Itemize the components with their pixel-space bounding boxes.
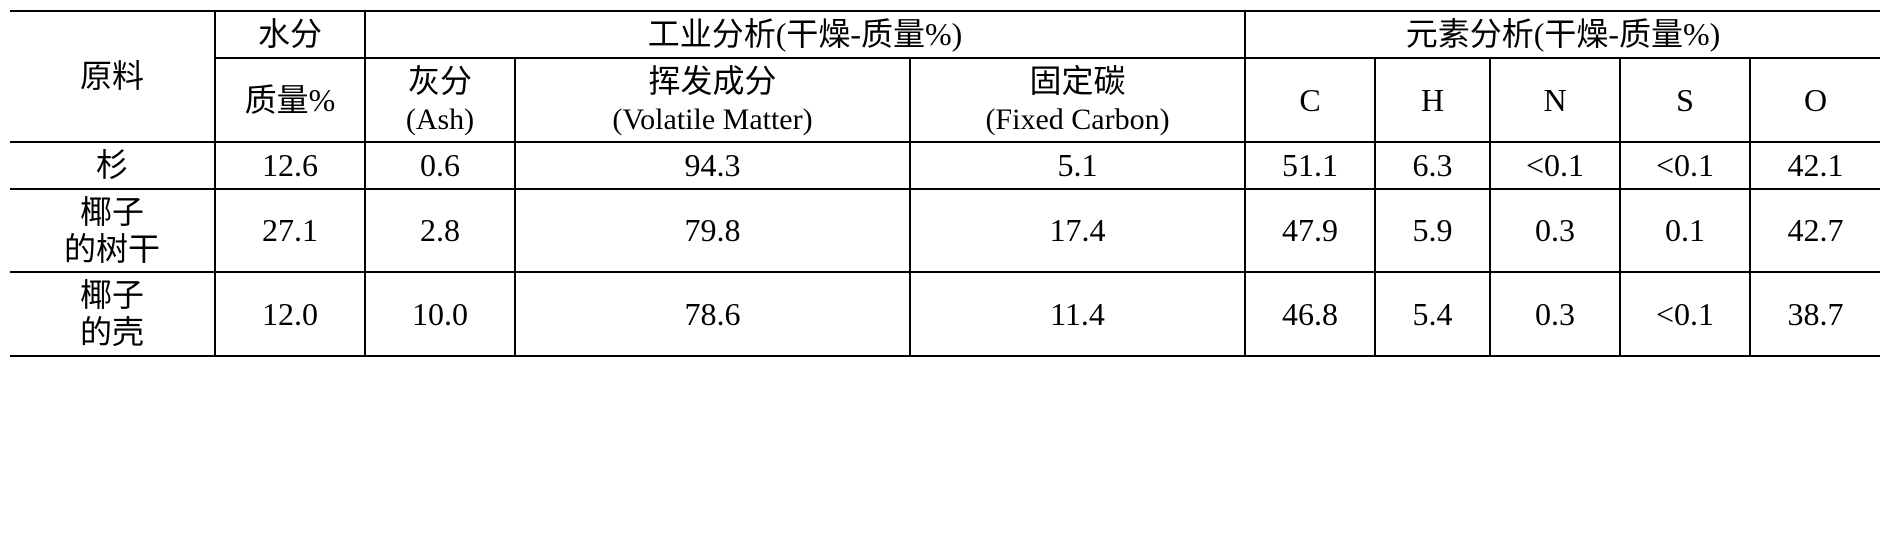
cell-material: 椰子的树干: [10, 189, 215, 273]
cell-fixed-carbon: 11.4: [910, 272, 1245, 356]
header-h: H: [1375, 58, 1490, 142]
header-moisture-group: 水分: [215, 11, 365, 58]
header-row-1: 原料 水分 工业分析(干燥-质量%) 元素分析(干燥-质量%): [10, 11, 1880, 58]
cell-volatile: 94.3: [515, 142, 910, 189]
cell-fixed-carbon: 5.1: [910, 142, 1245, 189]
cell-material: 杉: [10, 142, 215, 189]
cell-n: 0.3: [1490, 272, 1620, 356]
cell-moisture: 27.1: [215, 189, 365, 273]
cell-volatile: 78.6: [515, 272, 910, 356]
header-material: 原料: [10, 11, 215, 142]
cell-n: 0.3: [1490, 189, 1620, 273]
header-c: C: [1245, 58, 1375, 142]
cell-moisture: 12.0: [215, 272, 365, 356]
header-ash: 灰分 (Ash): [365, 58, 515, 142]
cell-c: 46.8: [1245, 272, 1375, 356]
cell-h: 5.4: [1375, 272, 1490, 356]
header-moisture-unit: 质量%: [215, 58, 365, 142]
table-row: 椰子的树干 27.1 2.8 79.8 17.4 47.9 5.9 0.3 0.…: [10, 189, 1880, 273]
cell-o: 42.7: [1750, 189, 1880, 273]
table-row: 椰子的壳 12.0 10.0 78.6 11.4 46.8 5.4 0.3 <0…: [10, 272, 1880, 356]
cell-o: 42.1: [1750, 142, 1880, 189]
analysis-table: 原料 水分 工业分析(干燥-质量%) 元素分析(干燥-质量%) 质量% 灰分 (…: [10, 10, 1880, 357]
cell-n: <0.1: [1490, 142, 1620, 189]
cell-s: <0.1: [1620, 142, 1750, 189]
header-o: O: [1750, 58, 1880, 142]
header-fc-cn: 固定碳: [1030, 63, 1126, 99]
header-volatile-cn: 挥发成分: [648, 63, 776, 99]
header-proximate-group: 工业分析(干燥-质量%): [365, 11, 1245, 58]
table-row: 杉 12.6 0.6 94.3 5.1 51.1 6.3 <0.1 <0.1 4…: [10, 142, 1880, 189]
header-volatile: 挥发成分 (Volatile Matter): [515, 58, 910, 142]
cell-h: 5.9: [1375, 189, 1490, 273]
cell-ash: 2.8: [365, 189, 515, 273]
cell-h: 6.3: [1375, 142, 1490, 189]
cell-ash: 0.6: [365, 142, 515, 189]
cell-c: 51.1: [1245, 142, 1375, 189]
header-row-2: 质量% 灰分 (Ash) 挥发成分 (Volatile Matter) 固定碳 …: [10, 58, 1880, 142]
header-n: N: [1490, 58, 1620, 142]
header-ash-en: (Ash): [406, 103, 474, 136]
cell-volatile: 79.8: [515, 189, 910, 273]
header-fc-en: (Fixed Carbon): [985, 103, 1169, 136]
cell-c: 47.9: [1245, 189, 1375, 273]
cell-fixed-carbon: 17.4: [910, 189, 1245, 273]
header-ash-cn: 灰分: [408, 63, 472, 99]
cell-s: 0.1: [1620, 189, 1750, 273]
cell-moisture: 12.6: [215, 142, 365, 189]
cell-material: 椰子的壳: [10, 272, 215, 356]
header-ultimate-group: 元素分析(干燥-质量%): [1245, 11, 1880, 58]
header-fixed-carbon: 固定碳 (Fixed Carbon): [910, 58, 1245, 142]
header-s: S: [1620, 58, 1750, 142]
cell-s: <0.1: [1620, 272, 1750, 356]
cell-ash: 10.0: [365, 272, 515, 356]
header-volatile-en: (Volatile Matter): [612, 103, 812, 136]
cell-o: 38.7: [1750, 272, 1880, 356]
